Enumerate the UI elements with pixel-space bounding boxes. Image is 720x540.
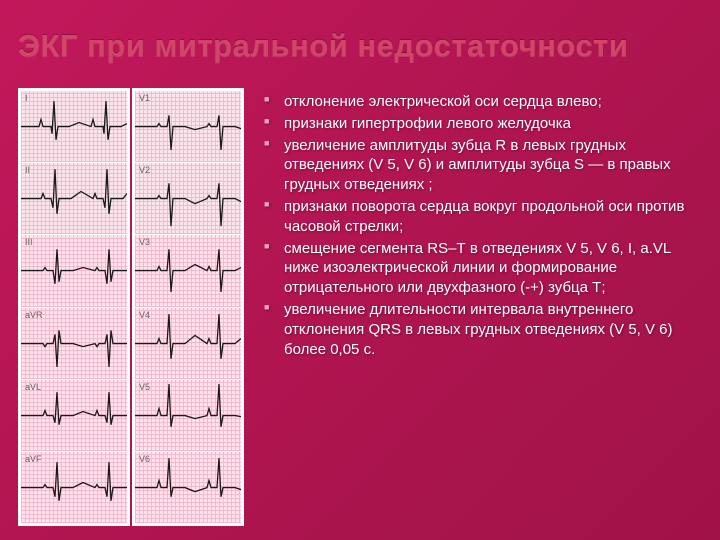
bullet-item: смещение сегмента RS–Т в отведениях V 5,… [264,239,706,298]
ecg-lead-V2: V2 [135,163,241,235]
slide-content: IIIIIIaVRaVLaVFV1V2V3V4V5V6 отклонение э… [18,88,706,526]
ecg-lead-V5: V5 [135,380,241,452]
ecg-panel: IIIIIIaVRaVLaVFV1V2V3V4V5V6 [18,88,244,526]
bullet-item: увеличение амплитуды зубца R в левых гру… [264,136,706,195]
bullet-item: признаки поворота сердца вокруг продольн… [264,197,706,237]
ecg-lead-V1: V1 [135,91,241,163]
bullet-item: увеличение длительности интервала внутре… [264,300,706,359]
ecg-lead-aVL: aVL [21,380,127,452]
slide-title: ЭКГ при митральной недостаточности [18,28,702,64]
bullet-item: признаки гипертрофии левого желудочка [264,114,706,134]
ecg-lead-V6: V6 [135,452,241,523]
ecg-strip-1: V1V2V3V4V5V6 [132,88,244,526]
bullet-item: отклонение электрической оси сердца влев… [264,92,706,112]
ecg-lead-V3: V3 [135,235,241,307]
ecg-strip-0: IIIIIIaVRaVLaVF [18,88,130,526]
ecg-lead-II: II [21,163,127,235]
ecg-lead-aVF: aVF [21,452,127,523]
ecg-lead-I: I [21,91,127,163]
bullet-list: отклонение электрической оси сердца влев… [250,88,706,526]
ecg-lead-V4: V4 [135,308,241,380]
ecg-lead-aVR: aVR [21,308,127,380]
ecg-lead-III: III [21,235,127,307]
